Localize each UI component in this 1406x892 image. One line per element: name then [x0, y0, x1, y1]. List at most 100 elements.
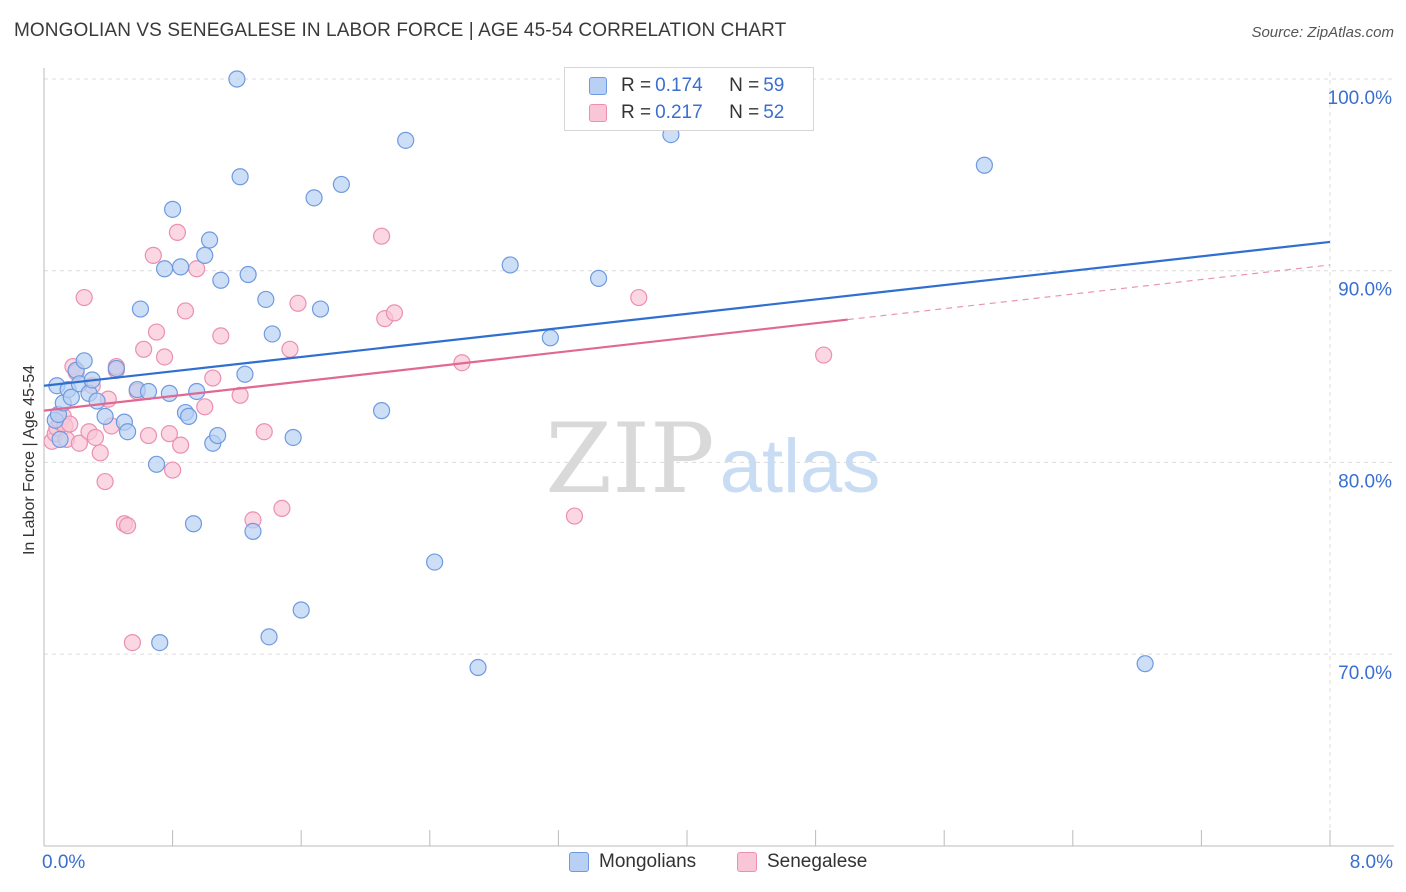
mongolian-point [212, 271, 230, 289]
mongolian-swatch [589, 77, 607, 95]
senegalese-point [70, 434, 88, 452]
mongolian-point [184, 515, 203, 533]
mongolian-point [164, 200, 182, 218]
senegalese-point [91, 444, 109, 462]
watermark: ZIP atlas [545, 403, 880, 515]
r-label: R = [621, 102, 652, 123]
mongolian-point [426, 553, 444, 571]
senegalese-trend-line [43, 318, 848, 412]
mongolian-point [107, 359, 125, 378]
n-value: 52 [763, 102, 785, 123]
mongolian-point [188, 382, 206, 401]
stats-legend: R = 0.174 N = 59 R = 0.217 N = 52 [564, 67, 814, 131]
mongolian-point [975, 156, 993, 174]
senegalese-trend-line-extrapolated [847, 264, 1331, 321]
senegalese-point [385, 304, 404, 322]
mongolian-point [284, 428, 302, 447]
legend-item-mongolians[interactable]: Mongolians [569, 851, 696, 873]
r-value: 0.174 [655, 75, 703, 96]
senegalese-point [196, 398, 214, 416]
senegalese-point [160, 425, 178, 443]
y-tick-label: 80.0% [1338, 471, 1392, 492]
mongolian-point [196, 246, 214, 264]
mongolian-points [46, 70, 1154, 677]
senegalese-point [168, 223, 187, 241]
mongolian-point [372, 402, 391, 420]
mongolian-point [1136, 655, 1154, 673]
mongolian-swatch [569, 852, 589, 872]
y-tick-label: 90.0% [1338, 280, 1392, 301]
senegalese-swatch [589, 104, 607, 122]
senegalese-point [155, 348, 174, 366]
senegalese-point [96, 472, 114, 491]
mongolian-point [155, 260, 174, 278]
mongolian-point [263, 325, 281, 343]
y-tick-labels: 70.0% 80.0% 90.0% 100.0% [1328, 88, 1393, 684]
mongolian-point [239, 265, 257, 284]
mongolian-point [147, 455, 166, 473]
senegalese-point [164, 461, 182, 479]
mongolian-point [151, 633, 169, 652]
stats-row-senegalese: R = 0.217 N = 52 [589, 100, 784, 126]
senegalese-point [372, 227, 391, 245]
mongolian-point [260, 628, 278, 646]
mongolian-point [231, 168, 249, 186]
x-tick-label-max: 8.0% [1349, 852, 1393, 873]
n-value: 59 [763, 75, 785, 96]
mongolian-point [292, 601, 310, 619]
mongolian-point [75, 352, 93, 370]
senegalese-point [123, 633, 142, 652]
axes [43, 68, 1394, 847]
mongolian-point [88, 392, 106, 410]
trend-lines [43, 240, 1331, 412]
mongolian-point [172, 258, 190, 276]
watermark-zip: ZIP [545, 403, 714, 515]
mongolian-point [228, 70, 246, 88]
mongolian-point [62, 388, 80, 406]
senegalese-point [86, 428, 105, 447]
chart-title: MONGOLIAN VS SENEGALESE IN LABOR FORCE |… [14, 20, 787, 41]
senegalese-point [118, 517, 137, 535]
senegalese-swatch [737, 852, 757, 872]
senegalese-point [139, 426, 158, 445]
source-label: Source: ZipAtlas.com [1251, 24, 1394, 41]
senegalese-point [172, 436, 190, 454]
senegalese-point [135, 340, 153, 358]
legend-label-mongolians: Mongolians [599, 851, 697, 872]
senegalese-point [231, 386, 249, 404]
r-value: 0.217 [655, 102, 703, 123]
series-legend: Mongolians Senegalese [0, 851, 1406, 879]
senegalese-point [289, 294, 307, 312]
senegalese-point [281, 340, 299, 358]
mongolian-point [589, 269, 608, 287]
mongolian-point [118, 423, 137, 441]
mongolian-point [397, 131, 415, 149]
legend-item-senegalese[interactable]: Senegalese [737, 851, 867, 873]
mongolian-point [209, 426, 227, 445]
mongolian-point [236, 365, 254, 383]
y-tick-label: 100.0% [1328, 88, 1393, 109]
mongolian-point [311, 300, 330, 318]
senegalese-point [204, 369, 222, 387]
mongolian-point [332, 175, 350, 194]
r-label: R = [621, 75, 652, 96]
mongolian-point [244, 522, 262, 541]
n-label: N = [729, 75, 760, 96]
senegalese-point [815, 346, 833, 364]
watermark-atlas: atlas [720, 424, 881, 509]
y-tick-label: 70.0% [1338, 663, 1392, 684]
senegalese-point [147, 323, 166, 341]
senegalese-point [212, 327, 230, 345]
mongolian-point [469, 658, 487, 677]
senegalese-point [630, 288, 648, 307]
senegalese-point [144, 246, 162, 264]
mongolian-point [51, 430, 69, 448]
senegalese-point [255, 423, 273, 441]
senegalese-point [176, 302, 195, 320]
mongolian-point [180, 407, 198, 425]
senegalese-point [273, 499, 291, 518]
stats-row-mongolians: R = 0.174 N = 59 [589, 73, 784, 99]
mongolian-point [96, 407, 114, 425]
mongolian-point [501, 256, 519, 274]
